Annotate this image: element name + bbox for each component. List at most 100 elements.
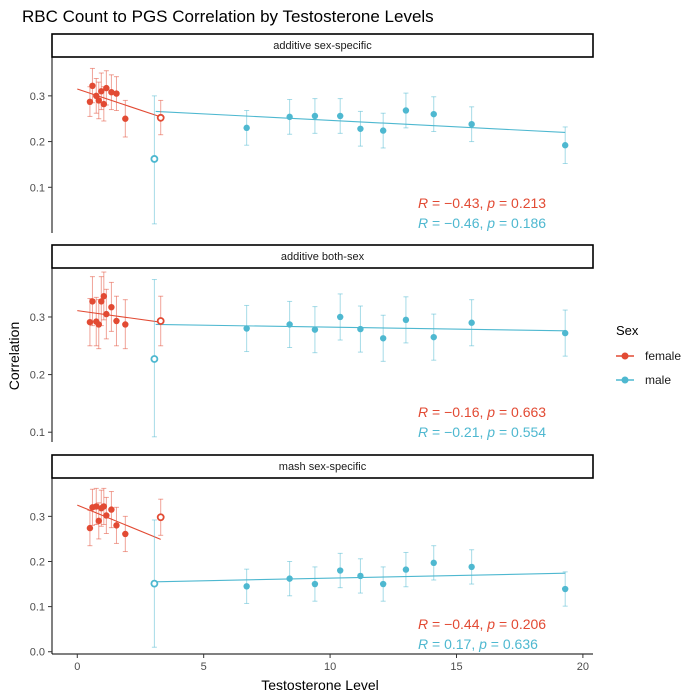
male-point (243, 124, 250, 132)
female-point (113, 522, 120, 529)
female-legend-label: female (645, 349, 681, 363)
female-point (89, 82, 96, 90)
male-point (468, 319, 475, 326)
y-tick-label: 0.1 (30, 427, 45, 439)
male-point (150, 579, 159, 588)
y-tick-label: 0.2 (30, 137, 45, 149)
female-point (122, 115, 129, 122)
x-tick-label: 0 (74, 661, 80, 673)
male-point (336, 112, 344, 120)
male-point (430, 110, 437, 118)
x-tick-label: 20 (577, 661, 589, 673)
female-point (103, 310, 110, 318)
male-legend-label: male (645, 373, 671, 387)
female-point (95, 517, 102, 525)
female-point (86, 524, 94, 532)
female-point (98, 88, 105, 95)
male-point (336, 313, 344, 321)
x-tick-label: 15 (450, 661, 462, 673)
female-point (156, 113, 165, 122)
male-point (357, 572, 364, 580)
female-point (108, 89, 115, 96)
facet-strip (51, 33, 594, 58)
female-legend-key (621, 352, 629, 360)
facet-panel: additive sex-specific 0.1 0.2 0.3 R = −0.43,… (30, 33, 594, 233)
male-point (561, 329, 569, 337)
facet-panel: mash sex-specific 0.0 0.1 0.2 0.3 R = −0.44, … (30, 454, 594, 659)
chart-title: RBC Count to PGS Correlation by Testoste… (22, 7, 434, 26)
male-point (286, 113, 293, 121)
y-tick-label: 0.1 (30, 182, 45, 194)
legend: Sex female male (616, 323, 681, 387)
male-point (379, 580, 387, 588)
male-point (311, 112, 319, 120)
facet-strip (51, 244, 594, 269)
female-point (103, 512, 110, 519)
male-point (150, 355, 159, 363)
female-point (103, 84, 110, 92)
facet-strip-label: additive both-sex (281, 251, 365, 263)
male-point (311, 326, 319, 333)
male-point (468, 563, 475, 571)
female-fit-line (77, 88, 161, 118)
y-tick-label: 0.2 (30, 556, 45, 568)
female-point (86, 98, 94, 106)
male-correlation-stat: R = 0.17, p = 0.636 (418, 636, 538, 652)
female-point (86, 318, 94, 326)
male-correlation-stat: R = −0.21, p = 0.554 (418, 424, 546, 440)
male-point (243, 325, 250, 332)
female-correlation-stat: R = −0.44, p = 0.206 (418, 616, 546, 632)
y-tick-label: 0.0 (30, 647, 45, 659)
male-point (430, 559, 437, 567)
male-point (402, 107, 410, 114)
male-point (561, 142, 569, 149)
male-point (468, 121, 475, 128)
female-point (122, 321, 129, 328)
female-correlation-stat: R = −0.43, p = 0.213 (418, 195, 546, 211)
male-point (243, 583, 250, 590)
female-fit-line (77, 310, 161, 323)
male-point (430, 333, 437, 341)
male-point (379, 127, 387, 134)
facet-panel: additive both-sex 0.1 0.2 0.3 R = −0.16, p =… (30, 244, 594, 442)
female-point (89, 298, 96, 305)
male-point (286, 575, 293, 582)
female-point (122, 530, 129, 538)
male-point (336, 567, 344, 574)
x-tick-label: 10 (324, 661, 336, 673)
facet-strip-label: additive sex-specific (273, 40, 372, 52)
facet-strip-label: mash sex-specific (279, 461, 367, 473)
male-point (561, 585, 569, 593)
female-point (95, 97, 102, 104)
facet-panels: additive sex-specific 0.1 0.2 0.3 R = −0.43,… (30, 33, 594, 673)
female-point (156, 513, 165, 522)
female-point (156, 317, 165, 325)
male-point (150, 155, 159, 163)
female-point (113, 317, 120, 325)
facet-strip (51, 454, 594, 479)
y-tick-label: 0.3 (30, 91, 45, 103)
y-tick-label: 0.3 (30, 312, 45, 324)
male-point (402, 316, 410, 324)
female-correlation-stat: R = −0.16, p = 0.663 (418, 404, 546, 420)
y-tick-label: 0.1 (30, 602, 45, 614)
x-axis-title: Testosterone Level (261, 677, 379, 693)
male-point (402, 566, 410, 573)
legend-title: Sex (616, 323, 639, 338)
y-tick-label: 0.3 (30, 511, 45, 523)
female-point (108, 506, 115, 513)
male-point (357, 125, 364, 132)
female-point (98, 298, 105, 305)
male-correlation-stat: R = −0.46, p = 0.186 (418, 215, 546, 231)
male-point (379, 335, 387, 342)
x-tick-label: 5 (201, 661, 207, 673)
female-point (100, 503, 108, 510)
female-point (113, 90, 120, 97)
male-legend-key (621, 376, 629, 384)
female-point (100, 100, 108, 108)
y-tick-label: 0.2 (30, 370, 45, 382)
male-point (286, 321, 293, 328)
y-axis-title: Correlation (6, 322, 22, 390)
female-point (93, 503, 100, 510)
